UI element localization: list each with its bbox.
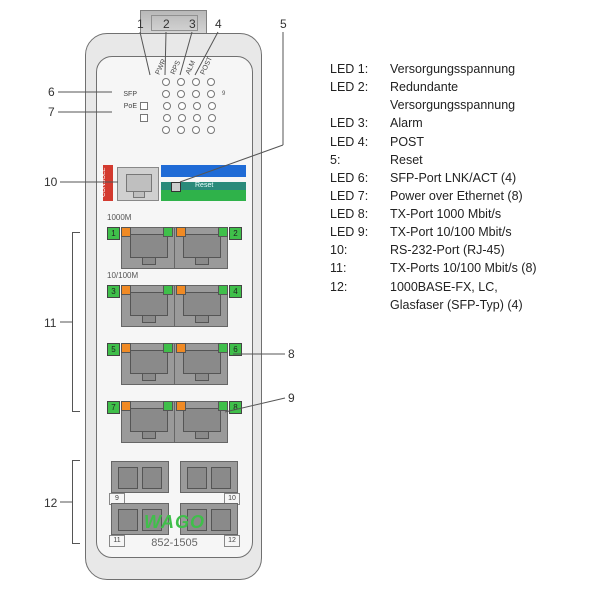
callout-6: 6 bbox=[48, 85, 55, 99]
port-num-2: 2 bbox=[229, 227, 242, 240]
hdr-alm: ALM bbox=[185, 59, 198, 76]
callout-8: 8 bbox=[288, 347, 295, 361]
console-reset-strip: CONSOLE Reset bbox=[103, 165, 246, 201]
reset-button[interactable] bbox=[171, 182, 181, 192]
part-number: 852-1505 bbox=[97, 537, 252, 549]
callout-5: 5 bbox=[280, 17, 287, 31]
brace-11 bbox=[72, 232, 80, 412]
poe-hole bbox=[140, 102, 148, 110]
led-dot bbox=[162, 78, 170, 86]
diagram-stage: PWR RPS ALM POST SFP 9 bbox=[0, 0, 600, 600]
sfp-tiny-label bbox=[115, 79, 140, 86]
device-front-face: PWR RPS ALM POST SFP 9 bbox=[96, 56, 253, 558]
rj45-port-group: 1 2 3 4 bbox=[107, 227, 242, 459]
callout-4: 4 bbox=[215, 17, 222, 31]
led9-green bbox=[163, 227, 173, 237]
label-poe: PoE bbox=[115, 103, 140, 110]
sfp-port-9[interactable] bbox=[111, 461, 169, 493]
callout-2: 2 bbox=[163, 17, 170, 31]
callout-11: 11 bbox=[44, 316, 56, 330]
status-led-headers: PWR RPS ALM POST bbox=[161, 69, 235, 76]
callout-3: 3 bbox=[189, 17, 196, 31]
label-sfp: SFP bbox=[115, 91, 140, 98]
callout-1: 1 bbox=[137, 17, 144, 31]
port-num-1: 1 bbox=[107, 227, 120, 240]
rs232-port[interactable] bbox=[117, 167, 159, 201]
hdr-post: POST bbox=[200, 59, 213, 76]
hdr-pwr: PWR bbox=[155, 59, 168, 76]
callout-10: 10 bbox=[44, 175, 57, 189]
sfp-port-10[interactable] bbox=[180, 461, 238, 493]
callout-7: 7 bbox=[48, 105, 55, 119]
console-label-bar: CONSOLE bbox=[103, 165, 113, 201]
led8-orange bbox=[121, 227, 131, 237]
reset-label: Reset bbox=[195, 182, 213, 189]
status-led-block: PWR RPS ALM POST SFP 9 bbox=[115, 69, 235, 136]
brand-logo: WAGO bbox=[97, 512, 252, 533]
brace-12 bbox=[72, 460, 80, 544]
callout-9: 9 bbox=[288, 391, 295, 405]
hdr-rps: RPS bbox=[170, 59, 183, 76]
callout-12: 12 bbox=[44, 496, 57, 510]
label-1000m: 1000M bbox=[107, 213, 131, 222]
device-housing: PWR RPS ALM POST SFP 9 bbox=[85, 33, 262, 580]
blue-stripe bbox=[161, 165, 246, 177]
console-text: CONSOLE bbox=[101, 168, 107, 197]
legend-row: LED 1:Versorgungsspannung bbox=[330, 60, 537, 78]
legend: LED 1:Versorgungsspannung LED 2:Redundan… bbox=[330, 60, 537, 314]
